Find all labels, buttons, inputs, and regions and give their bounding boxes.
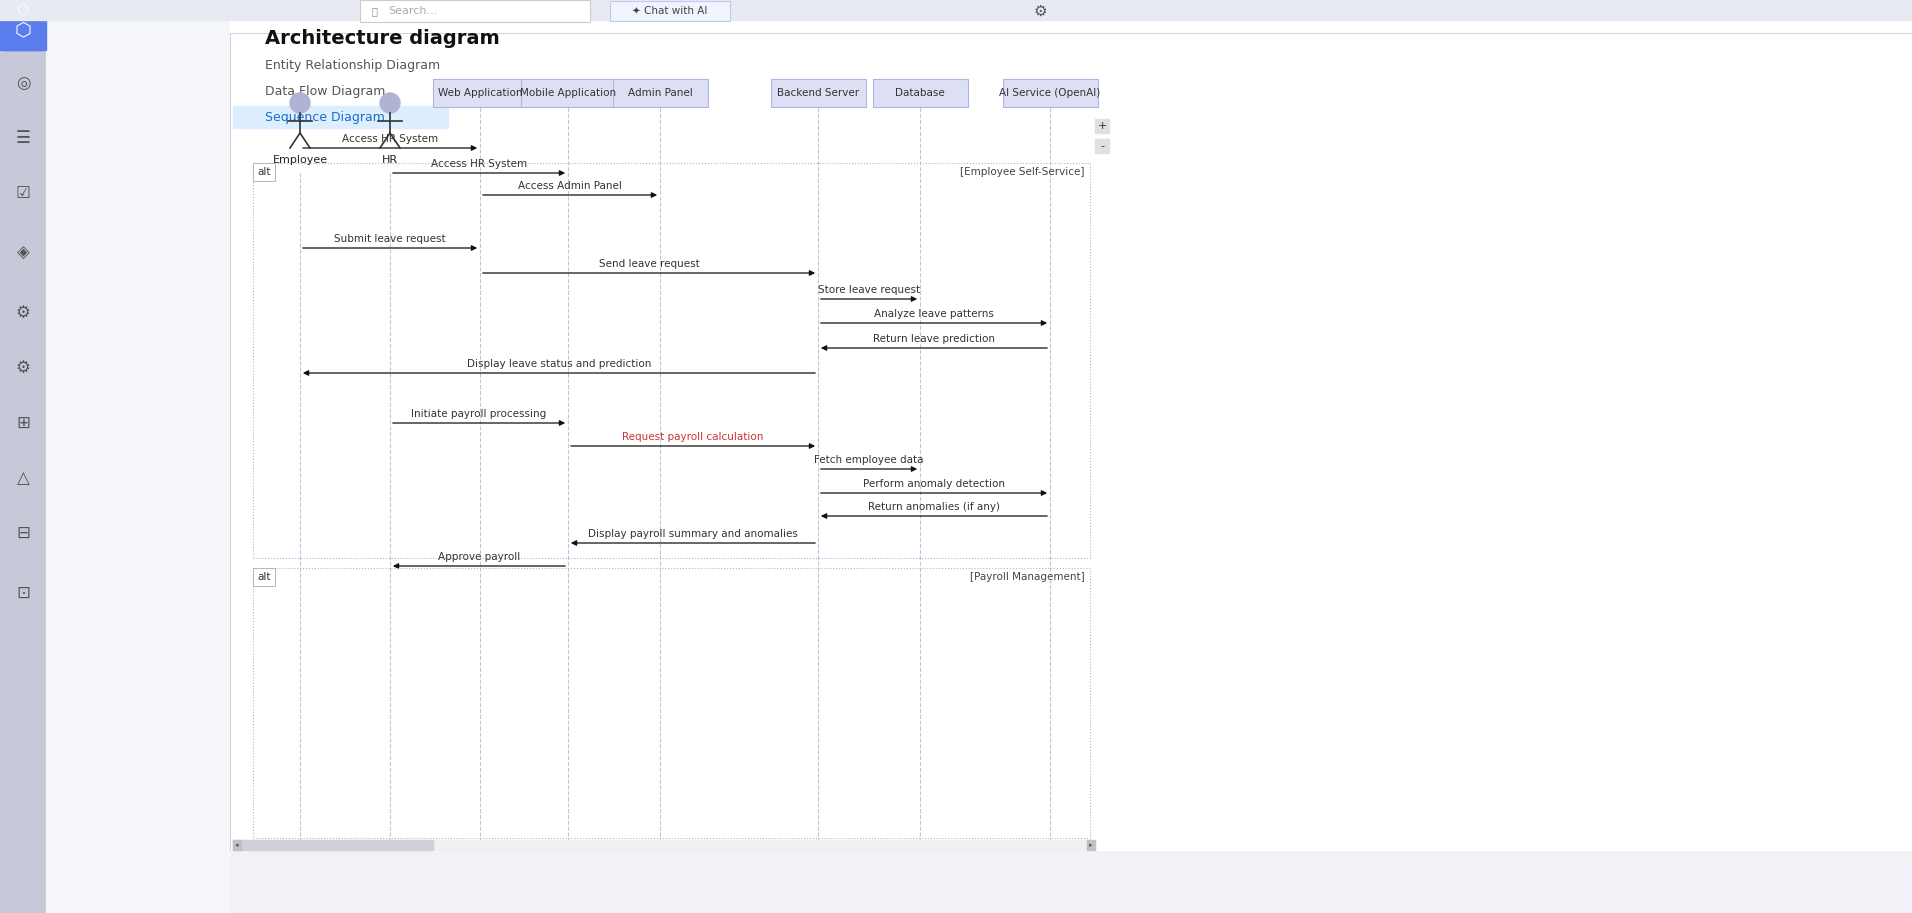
Bar <box>46 0 229 913</box>
Text: ▸: ▸ <box>1090 842 1094 848</box>
Text: ⚙: ⚙ <box>1032 4 1046 18</box>
Text: Return anomalies (if any): Return anomalies (if any) <box>868 502 1000 512</box>
Text: Approve payroll: Approve payroll <box>438 552 520 562</box>
Text: Backend Server: Backend Server <box>776 88 858 98</box>
Circle shape <box>291 93 310 113</box>
Bar <box>1088 840 1096 850</box>
Text: ⬡: ⬡ <box>17 3 29 17</box>
Bar <box>1004 79 1097 107</box>
Text: Search...: Search... <box>388 6 438 16</box>
Text: alt: alt <box>258 572 272 582</box>
Text: Database: Database <box>895 88 945 98</box>
Text: Data Flow Diagram: Data Flow Diagram <box>266 85 386 98</box>
Text: alt: alt <box>258 167 272 177</box>
Bar <box>874 79 967 107</box>
Bar <box>252 163 275 181</box>
Text: Display payroll summary and anomalies: Display payroll summary and anomalies <box>589 529 797 539</box>
Text: ◎: ◎ <box>15 74 31 92</box>
Circle shape <box>380 93 400 113</box>
Bar <box>610 1 730 21</box>
Bar <box>233 840 1096 850</box>
Text: Display leave status and prediction: Display leave status and prediction <box>467 359 652 369</box>
Bar <box>520 79 616 107</box>
Bar <box>233 840 241 850</box>
Text: Mobile Application: Mobile Application <box>520 88 616 98</box>
Bar <box>771 79 866 107</box>
Bar <box>432 79 528 107</box>
Text: 🔍: 🔍 <box>373 6 379 16</box>
Text: Store leave request: Store leave request <box>818 285 920 295</box>
Text: +: + <box>1097 121 1107 131</box>
Bar <box>252 163 1090 558</box>
Text: [Employee Self-Service]: [Employee Self-Service] <box>960 167 1084 177</box>
Text: HR: HR <box>382 155 398 165</box>
Text: Perform anomaly detection: Perform anomaly detection <box>862 479 1006 489</box>
Bar <box>359 0 591 22</box>
Text: Request payroll calculation: Request payroll calculation <box>621 432 763 442</box>
Bar <box>252 568 1090 838</box>
Text: Initiate payroll processing: Initiate payroll processing <box>411 409 547 419</box>
Text: Architecture diagram: Architecture diagram <box>266 28 499 47</box>
Bar <box>1096 119 1109 133</box>
Text: ⊟: ⊟ <box>15 524 31 542</box>
Text: Analyze leave patterns: Analyze leave patterns <box>874 309 994 319</box>
Text: ⊞: ⊞ <box>15 414 31 432</box>
Bar <box>229 0 1912 850</box>
Text: ☰: ☰ <box>15 129 31 147</box>
Text: Access HR System: Access HR System <box>430 159 528 169</box>
Bar <box>233 840 432 850</box>
Text: Send leave request: Send leave request <box>598 259 700 269</box>
Text: Return leave prediction: Return leave prediction <box>874 334 994 344</box>
Bar <box>233 106 447 128</box>
Text: ✦ Chat with AI: ✦ Chat with AI <box>633 6 707 16</box>
Text: Admin Panel: Admin Panel <box>627 88 692 98</box>
Text: [Payroll Management]: [Payroll Management] <box>969 572 1084 582</box>
Text: ☑: ☑ <box>15 184 31 202</box>
Text: Sequence Diagram: Sequence Diagram <box>266 110 384 123</box>
Bar <box>1096 139 1109 153</box>
Bar <box>4 10 42 50</box>
Text: ⚙: ⚙ <box>15 359 31 377</box>
Bar <box>0 0 46 913</box>
Text: Access Admin Panel: Access Admin Panel <box>518 181 621 191</box>
Text: ◈: ◈ <box>17 244 29 262</box>
Text: Fetch employee data: Fetch employee data <box>815 455 923 465</box>
Text: Entity Relationship Diagram: Entity Relationship Diagram <box>266 58 440 71</box>
Text: Submit leave request: Submit leave request <box>335 234 445 244</box>
Bar <box>252 568 275 586</box>
Bar <box>0 0 1912 20</box>
Text: Employee: Employee <box>272 155 327 165</box>
Text: -: - <box>1099 141 1103 151</box>
Bar <box>614 79 707 107</box>
Text: ⬡: ⬡ <box>15 20 31 39</box>
Text: AI Service (OpenAI): AI Service (OpenAI) <box>1000 88 1101 98</box>
Bar <box>0 0 46 50</box>
Text: ◂: ◂ <box>235 842 239 848</box>
Text: ⊡: ⊡ <box>15 584 31 602</box>
Text: ⚙: ⚙ <box>15 304 31 322</box>
Text: △: △ <box>17 469 29 487</box>
Text: Access HR System: Access HR System <box>342 134 438 144</box>
Text: Web Application: Web Application <box>438 88 522 98</box>
